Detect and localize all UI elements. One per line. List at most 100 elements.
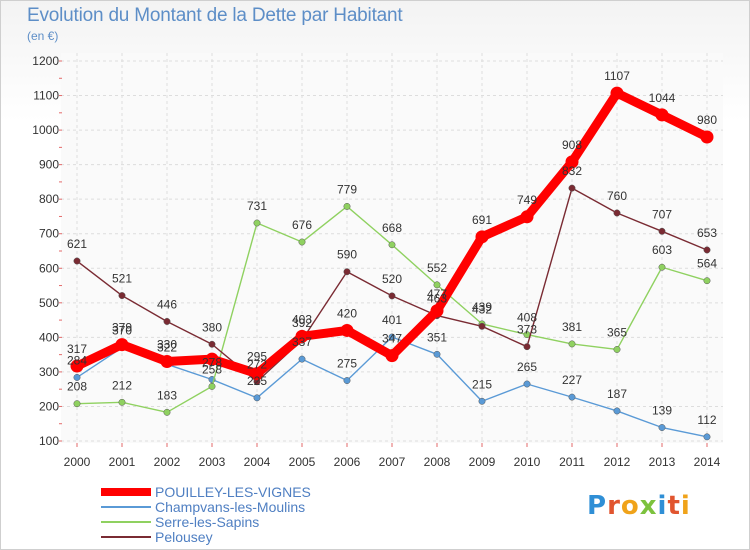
- data-point-champvans-les-moulins: [343, 377, 351, 384]
- proxiti-logo: Proxiti: [587, 491, 691, 521]
- data-point-serre-les-sapins: [208, 382, 216, 390]
- data-label-pelousey: 653: [697, 226, 717, 240]
- x-tick-label: 2010: [514, 455, 541, 469]
- data-label-champvans-les-moulins: 275: [337, 357, 357, 371]
- data-point-pouilley-les-vignes: [610, 86, 624, 100]
- data-point-pelousey: [703, 246, 711, 254]
- x-tick-label: 2011: [559, 455, 585, 469]
- y-tick-label: 800: [39, 192, 59, 206]
- data-label-pelousey: 590: [337, 248, 357, 262]
- data-point-champvans-les-moulins: [433, 350, 441, 358]
- data-label-pouilley-les-vignes: 317: [67, 342, 87, 356]
- data-point-serre-les-sapins: [568, 340, 576, 348]
- data-label-pouilley-les-vignes: 420: [337, 306, 357, 320]
- data-label-pouilley-les-vignes: 1044: [649, 91, 676, 105]
- data-point-champvans-les-moulins: [613, 407, 621, 415]
- data-point-pelousey: [388, 292, 396, 300]
- data-point-pouilley-les-vignes: [340, 323, 354, 337]
- data-label-serre-les-sapins: 439: [472, 300, 492, 314]
- data-point-pelousey: [613, 209, 621, 217]
- data-label-pelousey: 380: [202, 320, 222, 334]
- y-tick-label: 300: [39, 365, 59, 379]
- data-label-serre-les-sapins: 408: [517, 311, 537, 325]
- data-point-pelousey: [658, 227, 666, 235]
- data-label-pouilley-les-vignes: 908: [562, 138, 582, 152]
- data-label-pelousey: 520: [382, 272, 402, 286]
- x-tick-label: 2006: [334, 455, 361, 469]
- data-label-serre-les-sapins: 381: [562, 320, 582, 334]
- x-tick-label: 2013: [649, 455, 676, 469]
- x-tick-label: 2001: [109, 455, 136, 469]
- data-point-champvans-les-moulins: [253, 394, 261, 402]
- data-label-serre-les-sapins: 668: [382, 221, 402, 235]
- data-point-champvans-les-moulins: [298, 355, 306, 363]
- data-label-serre-les-sapins: 258: [202, 362, 222, 376]
- legend-item: POUILLEY-LES-VIGNES: [101, 485, 311, 500]
- x-tick-label: 2009: [469, 455, 496, 469]
- legend-swatch: [101, 506, 151, 508]
- data-point-serre-les-sapins: [253, 219, 261, 227]
- data-point-pelousey: [568, 184, 576, 192]
- data-label-champvans-les-moulins: 215: [472, 377, 492, 391]
- data-label-champvans-les-moulins: 370: [112, 324, 132, 338]
- data-label-serre-les-sapins: 779: [337, 182, 357, 196]
- data-point-pouilley-les-vignes: [700, 130, 714, 144]
- data-label-pelousey: 272: [247, 358, 267, 372]
- data-point-champvans-les-moulins: [568, 393, 576, 401]
- data-label-pouilley-les-vignes: 379: [112, 321, 132, 335]
- data-point-champvans-les-moulins: [703, 433, 711, 441]
- data-label-pelousey: 621: [67, 237, 87, 251]
- data-point-pelousey: [163, 318, 171, 325]
- data-point-pouilley-les-vignes: [565, 155, 579, 169]
- data-label-champvans-les-moulins: 225: [247, 374, 267, 388]
- data-point-pouilley-les-vignes: [520, 210, 534, 224]
- data-label-serre-les-sapins: 212: [112, 378, 132, 392]
- data-label-champvans-les-moulins: 265: [517, 360, 537, 374]
- data-label-champvans-les-moulins: 112: [697, 413, 716, 427]
- y-tick-label: 600: [39, 261, 59, 275]
- data-point-pouilley-les-vignes: [250, 367, 264, 381]
- data-point-champvans-les-moulins: [478, 397, 486, 405]
- data-label-champvans-les-moulins: 322: [157, 340, 177, 354]
- x-tick-label: 2004: [244, 455, 271, 469]
- legend-item: Champvans-les-Moulins: [101, 500, 311, 515]
- chart-legend: POUILLEY-LES-VIGNES Champvans-les-Moulins…: [101, 485, 311, 545]
- data-label-pouilley-les-vignes: 691: [472, 213, 492, 227]
- data-label-serre-les-sapins: 731: [247, 199, 267, 213]
- data-point-serre-les-sapins: [433, 281, 441, 289]
- data-point-pelousey: [343, 268, 351, 276]
- x-tick-label: 2007: [379, 455, 406, 469]
- data-label-pouilley-les-vignes: 749: [517, 193, 537, 207]
- data-point-pouilley-les-vignes: [295, 329, 309, 343]
- data-label-champvans-les-moulins: 278: [202, 356, 222, 370]
- y-tick-label: 1000: [32, 123, 59, 137]
- legend-swatch: [101, 521, 151, 523]
- legend-label: POUILLEY-LES-VIGNES: [155, 484, 311, 500]
- data-point-champvans-les-moulins: [523, 380, 531, 388]
- data-label-serre-les-sapins: 564: [697, 257, 717, 271]
- data-point-serre-les-sapins: [343, 202, 351, 210]
- data-label-pelousey: 832: [562, 164, 582, 178]
- data-label-serre-les-sapins: 603: [652, 243, 672, 257]
- y-tick-label: 700: [39, 227, 59, 241]
- data-point-serre-les-sapins: [613, 346, 621, 353]
- data-label-pouilley-les-vignes: 295: [247, 350, 267, 364]
- data-label-serre-les-sapins: 552: [427, 261, 447, 275]
- data-label-champvans-les-moulins: 351: [427, 330, 447, 344]
- data-label-serre-les-sapins: 208: [67, 380, 87, 394]
- data-point-serre-les-sapins: [298, 238, 306, 246]
- data-label-champvans-les-moulins: 337: [292, 335, 312, 349]
- legend-swatch: [101, 488, 151, 496]
- data-label-pelousey: 432: [472, 302, 492, 316]
- data-label-champvans-les-moulins: 284: [67, 353, 87, 367]
- data-point-pouilley-les-vignes: [115, 338, 129, 352]
- data-point-pouilley-les-vignes: [430, 304, 444, 318]
- data-label-pouilley-les-vignes: 403: [292, 312, 312, 326]
- data-point-champvans-les-moulins: [658, 424, 666, 431]
- x-tick-label: 2005: [289, 455, 316, 469]
- y-tick-label: 900: [39, 158, 59, 172]
- data-point-pouilley-les-vignes: [385, 349, 399, 363]
- data-point-pelousey: [73, 257, 81, 265]
